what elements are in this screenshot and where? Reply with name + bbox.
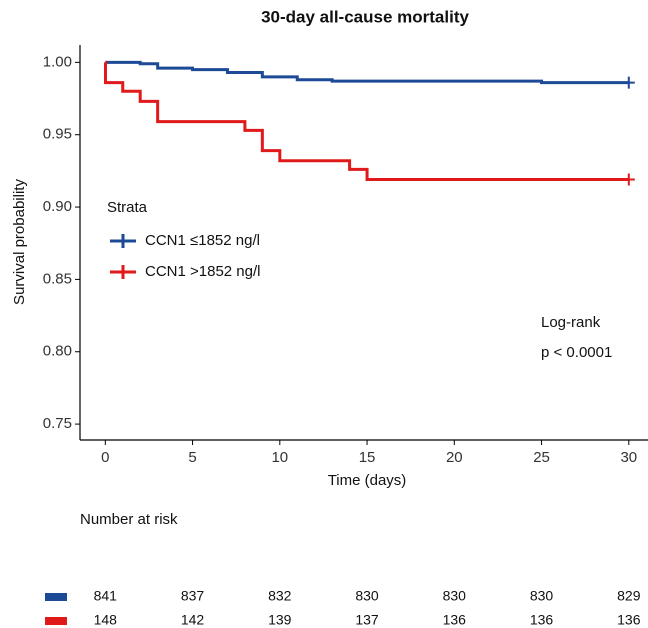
risk-table-title: Number at risk (80, 511, 178, 528)
risk-count: 137 (355, 612, 379, 628)
risk-strata-swatch (45, 617, 67, 625)
annotation: Log-rank (541, 314, 601, 331)
legend-label: CCN1 ≤1852 ng/l (145, 232, 260, 249)
risk-count: 136 (530, 612, 554, 628)
x-tick-label: 15 (359, 449, 376, 466)
x-tick-label: 5 (188, 449, 196, 466)
risk-count: 830 (530, 588, 554, 604)
legend-label: CCN1 >1852 ng/l (145, 263, 261, 280)
risk-count: 830 (443, 588, 467, 604)
x-tick-label: 0 (101, 449, 109, 466)
risk-count: 136 (617, 612, 641, 628)
y-tick-label: 0.75 (43, 415, 72, 432)
risk-strata-swatch (45, 593, 67, 601)
risk-count: 832 (268, 588, 292, 604)
chart-title: 30-day all-cause mortality (261, 7, 469, 26)
y-tick-label: 0.85 (43, 270, 72, 287)
risk-count: 830 (355, 588, 379, 604)
legend-title: Strata (107, 199, 148, 216)
x-tick-label: 10 (271, 449, 288, 466)
annotation: p < 0.0001 (541, 344, 612, 361)
x-axis-label: Time (days) (328, 472, 407, 489)
risk-count: 829 (617, 588, 641, 604)
risk-count: 139 (268, 612, 292, 628)
y-tick-label: 0.80 (43, 343, 72, 360)
risk-count: 841 (94, 588, 118, 604)
censor-mark (622, 76, 635, 89)
risk-count: 837 (181, 588, 205, 604)
legend-symbol (110, 265, 136, 279)
y-axis-label: Survival probability (11, 179, 28, 305)
risk-count: 148 (94, 612, 118, 628)
y-tick-label: 0.95 (43, 126, 72, 143)
x-tick-label: 30 (620, 449, 637, 466)
survival-curve (105, 60, 629, 85)
x-tick-label: 20 (446, 449, 463, 466)
risk-count: 136 (443, 612, 467, 628)
y-tick-label: 0.90 (43, 198, 72, 215)
risk-count: 142 (181, 612, 205, 628)
x-tick-label: 25 (533, 449, 550, 466)
y-tick-label: 1.00 (43, 53, 72, 70)
legend-symbol (110, 234, 136, 248)
censor-mark (622, 173, 635, 186)
survival-curve (103, 60, 629, 182)
